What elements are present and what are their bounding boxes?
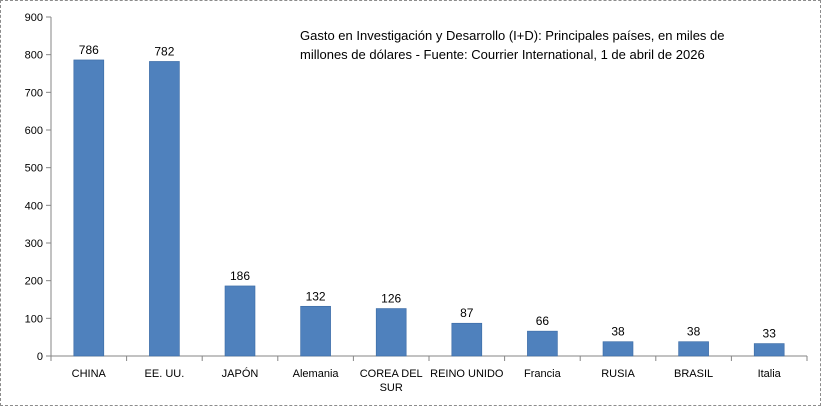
y-tick-label: 500 — [25, 163, 43, 175]
x-tick-label: JAPÓN — [222, 367, 259, 380]
y-tick-label: 700 — [25, 87, 43, 99]
bar — [375, 308, 407, 357]
x-tick-label: EE. UU. — [145, 368, 185, 380]
y-tick-label: 800 — [25, 50, 43, 62]
y-tick-label: 600 — [25, 125, 43, 137]
data-label: 38 — [611, 325, 625, 339]
x-tick-label: CHINA — [72, 368, 107, 380]
bar — [602, 341, 634, 357]
y-tick-label: 100 — [25, 313, 43, 325]
bar — [527, 330, 558, 357]
data-label: 126 — [381, 292, 401, 306]
x-tick-label: BRASIL — [674, 368, 713, 380]
data-label: 87 — [460, 306, 474, 320]
x-tick-label: SUR — [380, 382, 403, 394]
data-label: 33 — [763, 327, 777, 341]
x-tick-label: Italia — [758, 368, 782, 380]
y-tick-label: 900 — [25, 12, 43, 24]
bar — [224, 285, 256, 357]
bar — [451, 322, 483, 357]
data-label: 66 — [536, 314, 550, 328]
y-tick-label: 300 — [25, 238, 43, 250]
y-tick-label: 0 — [37, 351, 43, 363]
chart-title-line: millones de dólares - Fuente: Courrier I… — [300, 47, 705, 62]
y-tick-label: 200 — [25, 276, 43, 288]
data-label: 782 — [154, 44, 174, 58]
bar — [73, 59, 105, 357]
x-tick-label: Alemania — [293, 368, 340, 380]
x-tick-label: Francia — [524, 368, 562, 380]
bar — [300, 305, 331, 357]
bar — [753, 343, 785, 357]
y-tick-label: 400 — [25, 200, 43, 212]
data-label: 786 — [79, 43, 99, 57]
data-label: 186 — [230, 269, 250, 283]
chart-title-line: Gasto en Investigación y Desarrollo (I+D… — [300, 28, 725, 43]
bar — [149, 61, 180, 357]
x-tick-label: COREA DEL — [360, 368, 423, 380]
data-label: 132 — [306, 289, 326, 303]
bar — [678, 341, 709, 357]
x-tick-label: REINO UNIDO — [430, 368, 504, 380]
data-label: 38 — [687, 325, 701, 339]
x-tick-label: RUSIA — [601, 368, 635, 380]
